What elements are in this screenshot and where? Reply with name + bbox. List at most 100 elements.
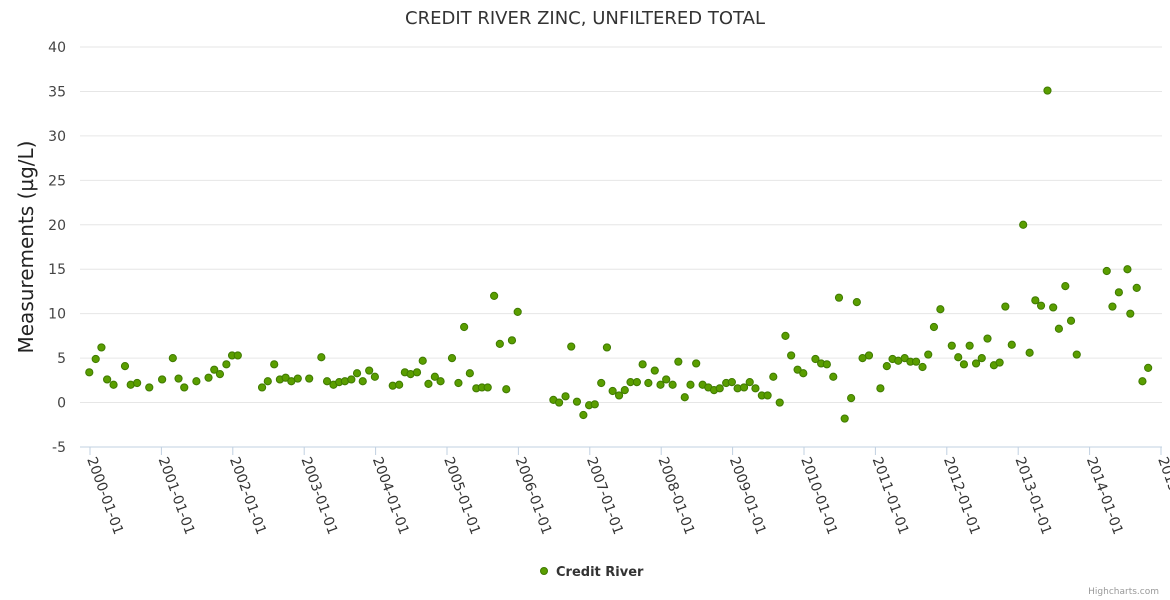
data-point[interactable]: [502, 385, 511, 394]
data-point[interactable]: [1019, 220, 1028, 229]
data-point[interactable]: [745, 378, 754, 387]
data-point[interactable]: [174, 374, 183, 383]
data-point[interactable]: [305, 374, 314, 383]
data-point[interactable]: [133, 378, 142, 388]
data-point[interactable]: [352, 369, 362, 378]
data-point[interactable]: [1132, 283, 1141, 292]
data-point[interactable]: [847, 394, 856, 403]
data-point[interactable]: [358, 377, 367, 386]
data-point[interactable]: [1072, 350, 1081, 359]
data-point[interactable]: [365, 366, 374, 375]
data-point[interactable]: [465, 369, 474, 378]
data-point[interactable]: [572, 397, 582, 406]
data-point[interactable]: [674, 357, 683, 366]
credits-link[interactable]: Highcharts.com: [1088, 587, 1159, 597]
data-point[interactable]: [614, 391, 624, 400]
data-point[interactable]: [864, 351, 874, 360]
data-point[interactable]: [1126, 309, 1135, 318]
data-point[interactable]: [924, 350, 933, 359]
data-point[interactable]: [436, 377, 445, 386]
data-point[interactable]: [715, 384, 724, 393]
data-point[interactable]: [936, 305, 945, 314]
data-point[interactable]: [210, 365, 219, 374]
data-point[interactable]: [293, 374, 302, 383]
data-point[interactable]: [109, 380, 118, 389]
data-point[interactable]: [977, 354, 986, 363]
data-point[interactable]: [929, 322, 939, 332]
data-point[interactable]: [1031, 296, 1040, 305]
data-point[interactable]: [983, 334, 992, 343]
data-point[interactable]: [692, 359, 701, 368]
data-point[interactable]: [567, 342, 576, 351]
data-point[interactable]: [775, 398, 784, 407]
data-point[interactable]: [947, 341, 956, 350]
data-point[interactable]: [1007, 340, 1016, 349]
legend-marker[interactable]: [540, 567, 548, 575]
legend[interactable]: Credit River: [540, 565, 645, 580]
data-point[interactable]: [168, 354, 177, 363]
data-point[interactable]: [781, 331, 790, 340]
data-point[interactable]: [876, 384, 885, 393]
data-point[interactable]: [513, 307, 522, 316]
data-point[interactable]: [882, 362, 891, 371]
data-point[interactable]: [739, 383, 749, 392]
data-point[interactable]: [322, 377, 332, 386]
data-point[interactable]: [971, 359, 981, 368]
data-point[interactable]: [412, 368, 422, 377]
data-point[interactable]: [347, 375, 356, 384]
data-point[interactable]: [145, 383, 154, 392]
data-point[interactable]: [911, 357, 921, 366]
data-point[interactable]: [1144, 363, 1153, 372]
data-point[interactable]: [395, 380, 404, 389]
data-point[interactable]: [192, 377, 201, 386]
data-point[interactable]: [597, 378, 606, 388]
data-point[interactable]: [852, 298, 861, 307]
data-point[interactable]: [954, 353, 963, 362]
data-point[interactable]: [270, 360, 279, 369]
data-point[interactable]: [608, 386, 617, 396]
data-point[interactable]: [1001, 302, 1010, 311]
data-point[interactable]: [900, 354, 909, 363]
data-point[interactable]: [787, 351, 796, 360]
data-point[interactable]: [656, 380, 665, 389]
data-point[interactable]: [632, 378, 642, 387]
data-point[interactable]: [507, 336, 517, 345]
data-point[interactable]: [204, 373, 213, 382]
data-point[interactable]: [281, 373, 290, 382]
data-point[interactable]: [638, 360, 647, 369]
data-point[interactable]: [727, 378, 736, 387]
data-point[interactable]: [103, 375, 112, 384]
data-point[interactable]: [1049, 303, 1058, 312]
data-point[interactable]: [751, 384, 760, 393]
data-point[interactable]: [799, 369, 808, 378]
data-point[interactable]: [686, 380, 695, 389]
data-point[interactable]: [1108, 302, 1117, 311]
data-point[interactable]: [222, 360, 231, 369]
data-point[interactable]: [418, 356, 427, 365]
data-point[interactable]: [180, 383, 189, 392]
data-point[interactable]: [460, 322, 469, 332]
data-point[interactable]: [793, 365, 802, 374]
data-point[interactable]: [662, 375, 671, 384]
data-point[interactable]: [840, 414, 849, 423]
data-point[interactable]: [995, 358, 1004, 367]
data-point[interactable]: [1054, 324, 1063, 333]
data-point[interactable]: [1066, 316, 1076, 325]
data-point[interactable]: [424, 379, 433, 388]
data-point[interactable]: [257, 383, 267, 392]
data-point[interactable]: [620, 386, 629, 395]
data-point[interactable]: [959, 360, 969, 369]
data-point[interactable]: [561, 392, 570, 401]
data-point[interactable]: [85, 368, 94, 377]
data-point[interactable]: [215, 370, 225, 379]
data-point[interactable]: [811, 354, 820, 364]
data-point[interactable]: [590, 400, 599, 409]
data-point[interactable]: [668, 380, 677, 389]
data-point[interactable]: [495, 339, 504, 348]
series-credit-river[interactable]: [85, 86, 1153, 423]
data-point[interactable]: [554, 398, 564, 407]
data-point[interactable]: [1036, 301, 1046, 310]
data-point[interactable]: [158, 375, 167, 384]
data-point[interactable]: [763, 391, 772, 400]
data-point[interactable]: [490, 291, 499, 300]
